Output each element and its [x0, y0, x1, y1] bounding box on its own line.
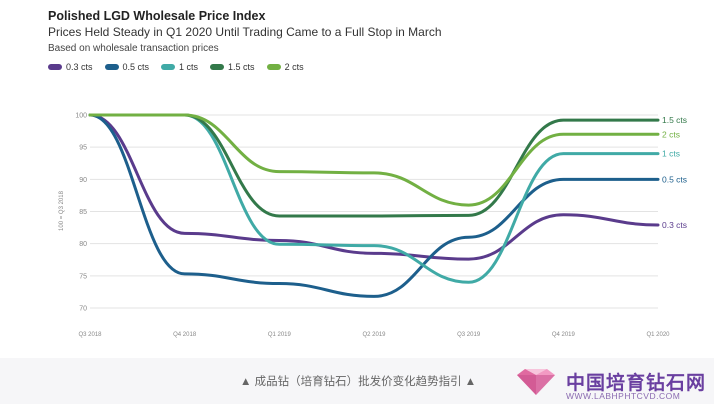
- series-end-label: 1.5 cts: [662, 115, 687, 125]
- y-tick-label: 80: [79, 241, 87, 248]
- x-tick-label: Q4 2019: [552, 332, 576, 338]
- series-end-label: 2 cts: [662, 129, 680, 139]
- legend-swatch: [48, 64, 62, 70]
- legend-item: 0.3 cts: [48, 62, 93, 72]
- legend-item: 0.5 cts: [104, 62, 150, 72]
- y-tick-label: 100: [75, 113, 87, 120]
- chart-title: Polished LGD Wholesale Price Index: [48, 9, 266, 23]
- legend-item: 1.5 cts: [210, 62, 255, 72]
- footer-caption: ▲ 成品钻（培育钻石）批发价变化趋势指引 ▲: [240, 376, 477, 388]
- legend-swatch: [161, 64, 176, 70]
- x-tick-label: Q1 2020: [646, 332, 670, 338]
- series-line: [88, 113, 660, 218]
- legend-label: 0.5 cts: [122, 62, 150, 72]
- chart-legend: 0.3 cts 0.5 cts 1 cts 1.5 cts 2 cts: [48, 62, 304, 72]
- x-tick-label: Q3 2019: [457, 332, 481, 338]
- legend-label: 0.3 cts: [66, 62, 93, 72]
- brand-url: WWW.LABHPHTCVD.COM: [566, 391, 681, 401]
- x-tick-label: Q2 2019: [362, 332, 386, 338]
- y-tick-label: 90: [79, 177, 87, 184]
- x-tick-label: Q3 2018: [78, 332, 102, 338]
- legend-item: 1 cts: [161, 62, 198, 72]
- brand-name: 中国培育钻石网: [566, 373, 707, 394]
- y-tick-label: 85: [79, 209, 87, 216]
- legend-swatch: [104, 64, 119, 70]
- diamond-logo-icon: [517, 369, 555, 395]
- legend-label: 2 cts: [284, 62, 304, 72]
- legend-swatch: [210, 64, 225, 70]
- series-line: [88, 113, 660, 298]
- series-line: [88, 113, 660, 207]
- x-tick-label: Q4 2018: [173, 332, 197, 338]
- chart-note: Based on wholesale transaction prices: [48, 43, 219, 54]
- legend-label: 1.5 cts: [228, 62, 255, 72]
- legend-swatch: [266, 64, 281, 70]
- y-axis-label: 100 = Q3 2018: [59, 190, 65, 231]
- y-tick-label: 95: [79, 145, 87, 152]
- series-end-label: 0.5 cts: [662, 174, 687, 184]
- series-line: [88, 113, 660, 284]
- series-end-label: 1 cts: [662, 149, 680, 159]
- y-tick-label: 70: [79, 306, 87, 313]
- footer-bar: [0, 358, 714, 404]
- x-tick-label: Q1 2019: [268, 332, 292, 338]
- legend-item: 2 cts: [266, 62, 304, 72]
- series-line: [88, 113, 660, 261]
- chart-subtitle: Prices Held Steady in Q1 2020 Until Trad…: [48, 25, 442, 39]
- line-chart: 70 75 80 85 90 95 100 100 = Q3 2018 Q3 2018 Q4 20…: [59, 113, 687, 339]
- series-end-label: 0.3 cts: [662, 220, 687, 230]
- y-tick-label: 75: [79, 273, 87, 280]
- legend-label: 1 cts: [179, 62, 199, 72]
